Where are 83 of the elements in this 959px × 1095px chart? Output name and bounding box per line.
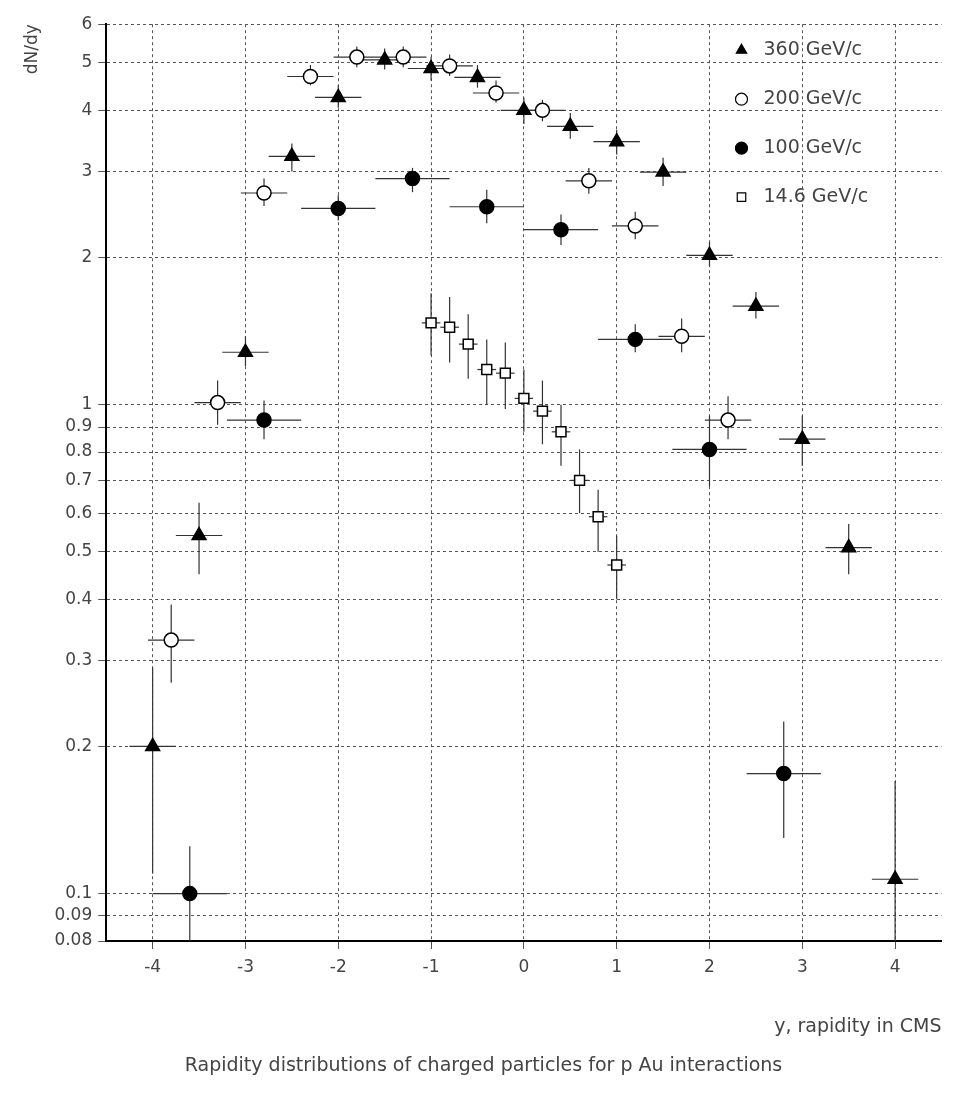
y-tick-label: 0.1	[65, 882, 93, 903]
point	[748, 297, 764, 311]
point	[720, 412, 736, 428]
y-tick-label: 0.5	[65, 540, 93, 561]
point	[488, 85, 504, 101]
point	[499, 367, 512, 379]
point	[302, 68, 319, 85]
point	[182, 885, 198, 902]
x-tick-label: 0	[518, 955, 530, 976]
y-tick-label: 3	[81, 159, 93, 180]
point	[701, 441, 718, 458]
point	[330, 88, 346, 103]
point	[592, 511, 604, 523]
point	[553, 221, 569, 238]
y-tick-label: 2	[81, 245, 93, 266]
x-tick-label: 2	[704, 955, 715, 976]
point	[841, 538, 857, 553]
point	[284, 147, 300, 162]
point	[516, 101, 532, 116]
x-tick-label: -4	[144, 955, 162, 976]
y-tick-label: 0.6	[65, 501, 93, 522]
point	[423, 59, 439, 74]
point	[479, 198, 495, 215]
point	[443, 321, 456, 333]
point	[481, 363, 493, 376]
point	[673, 328, 690, 345]
legend-label: 100 GeV/c	[763, 135, 863, 158]
point	[609, 132, 625, 147]
point	[330, 200, 347, 217]
y-tick-label: 0.8	[65, 440, 93, 461]
point	[237, 343, 254, 357]
y-tick-label: 5	[81, 51, 93, 72]
y-tick-label: 0.7	[65, 468, 93, 489]
y-tick-label: 0.4	[65, 587, 93, 608]
point	[349, 49, 365, 65]
x-tick-label: -2	[329, 955, 347, 976]
x-tick-label: -3	[236, 955, 254, 976]
point	[395, 49, 411, 65]
y-tick-label: 0.2	[65, 734, 93, 755]
point	[469, 68, 486, 83]
x-tick-label: 3	[796, 955, 808, 976]
point	[462, 338, 474, 350]
point	[163, 632, 179, 648]
point	[775, 765, 792, 782]
point	[627, 331, 643, 348]
point	[573, 474, 586, 487]
point	[191, 526, 207, 541]
x-tick-label: 1	[611, 955, 623, 976]
text: Rapidity distributions of charged particles for p Au interactions	[184, 1052, 783, 1075]
legend-label: 14.6 GeV/c	[763, 184, 869, 207]
x-tick-label: -1	[422, 955, 440, 976]
point	[701, 246, 718, 261]
point	[562, 117, 578, 132]
y-axis-title: dN/dy	[20, 24, 41, 75]
y-tick-label: 0.3	[65, 648, 93, 669]
x-tick-label: 4	[889, 955, 901, 976]
y-tick-label: 1	[81, 393, 93, 414]
point	[441, 58, 458, 74]
point	[887, 870, 903, 884]
y-tick-label: 6	[81, 12, 93, 33]
point	[518, 392, 530, 405]
point	[610, 559, 623, 571]
point	[627, 218, 643, 234]
point	[209, 394, 226, 411]
point	[534, 102, 551, 119]
point	[376, 51, 393, 65]
point	[256, 412, 272, 428]
y-tick-label: 0.08	[54, 929, 93, 950]
x-axis-title: y, rapidity in CMS	[774, 1013, 942, 1036]
point	[256, 185, 272, 201]
point	[404, 170, 421, 187]
point	[555, 426, 567, 438]
point	[794, 430, 810, 444]
legend-label: 200 GeV/c	[763, 86, 863, 109]
point	[425, 317, 437, 329]
point	[655, 163, 671, 177]
y-tick-label: 0.09	[54, 904, 93, 925]
y-tick-label: 4	[81, 98, 93, 119]
point	[536, 405, 549, 417]
legend-label: 360 GeV/c	[763, 37, 863, 60]
point	[144, 737, 161, 752]
point	[581, 173, 597, 189]
y-tick-label: 0.9	[65, 415, 93, 436]
